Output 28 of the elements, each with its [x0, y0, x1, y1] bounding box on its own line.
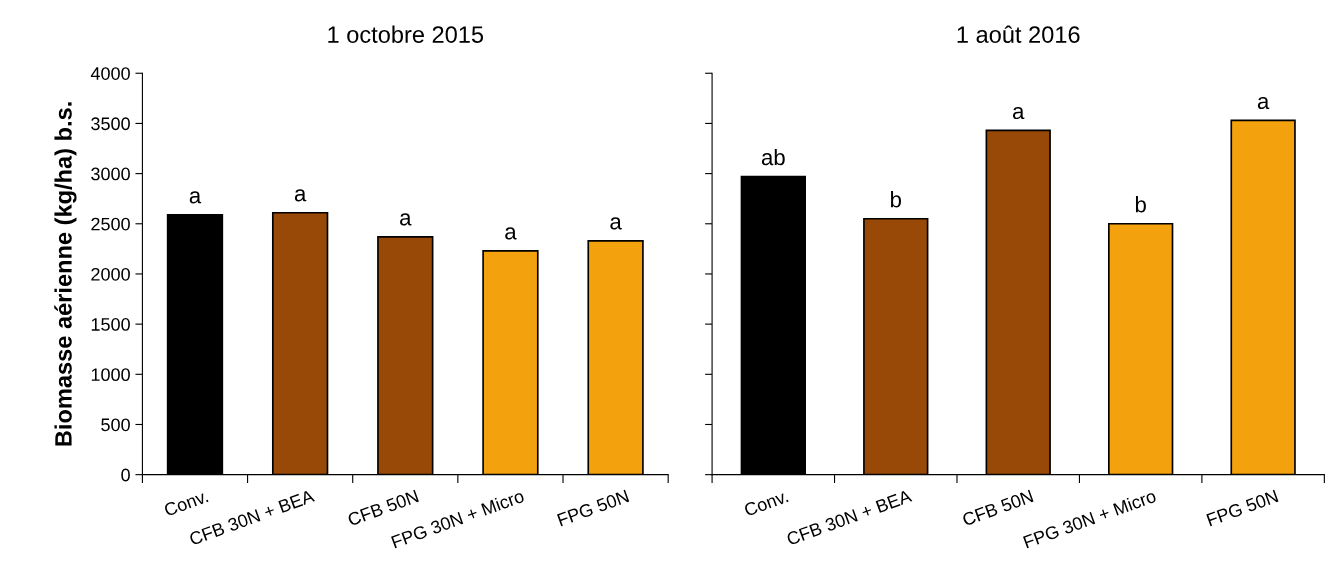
chart-title: 1 août 2016 [957, 25, 1080, 43]
y-tick-label: 2500 [91, 217, 130, 231]
chart-title: 1 octobre 2015 [328, 25, 484, 43]
x-tick-label: Conv. [743, 489, 789, 517]
annotation: a [1257, 96, 1270, 110]
annotation: b [1135, 196, 1146, 213]
annotation: a [294, 189, 307, 202]
y-tick-label: 2000 [91, 267, 130, 281]
annotation: a [1012, 106, 1025, 120]
annotation: ab [761, 148, 785, 166]
y-axis-title: Biomasse aérienne (kg/ha) b.s. [54, 102, 77, 446]
annotation: b [891, 191, 902, 208]
y-tick-label: 0 [121, 468, 130, 482]
annotation: a [189, 191, 202, 204]
annotation: a [400, 213, 412, 226]
y-tick-label: 500 [101, 418, 130, 432]
y-tick-label: 1000 [91, 368, 130, 382]
y-tick-label: 3500 [91, 117, 130, 131]
y-tick-label: 3000 [91, 167, 130, 181]
x-tick-label: CFB 50N [347, 489, 419, 527]
annotation: a [505, 227, 517, 240]
y-tick-label: 1500 [91, 318, 130, 331]
y-tick-label: 4000 [90, 67, 130, 80]
annotation: a [610, 217, 622, 230]
x-tick-label: CFB 50N [961, 489, 1034, 527]
x-tick-label: FPG 50N [1206, 489, 1279, 527]
x-tick-label: FPG 50N [556, 489, 630, 527]
x-tick-label: Conv. [163, 489, 209, 517]
